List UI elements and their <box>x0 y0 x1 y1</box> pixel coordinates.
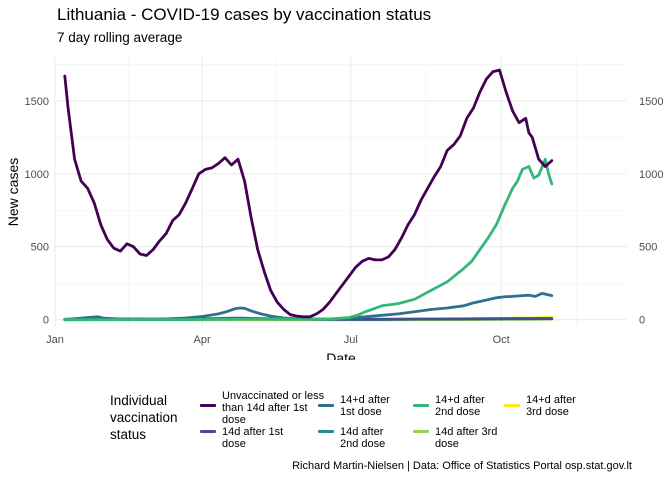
legend-label: 14+d after 1st dose <box>340 394 390 418</box>
y-tick-label: 1000 <box>25 169 49 181</box>
legend-key <box>200 404 216 407</box>
legend-key <box>318 404 334 407</box>
series-line <box>63 157 554 322</box>
chart-subtitle: 7 day rolling average <box>57 30 183 45</box>
legend-label: 14d after 1st dose <box>222 426 284 450</box>
x-tick-label: Oct <box>493 334 510 346</box>
y-tick-label-right: 0 <box>639 315 645 327</box>
x-tick-label: Jan <box>46 334 64 346</box>
line-chart: 0 0 500 500 1000 1000 1500 1500 Jan Apr Jul Oct Date… <box>5 57 663 360</box>
y-tick-label: 0 <box>43 315 49 327</box>
x-axis-label: Date <box>326 350 356 360</box>
legend-title: Individual vaccination status <box>110 393 178 442</box>
legend-key <box>413 404 429 407</box>
legend-label: 14+d after 3rd dose <box>526 394 576 418</box>
x-tick-label: Jul <box>344 334 358 346</box>
chart-title: Lithuania - COVID-19 cases by vaccinatio… <box>57 5 432 24</box>
y-tick-label-right: 1500 <box>639 96 663 108</box>
legend-key <box>318 430 334 433</box>
legend-label: 14d after 3rd dose <box>435 426 498 450</box>
legend-label: Unvaccinated or less than 14d after 1st … <box>222 390 325 426</box>
y-tick-label: 1500 <box>25 96 49 108</box>
y-tick-label-right: 1000 <box>639 169 663 181</box>
x-tick-label: Apr <box>194 334 211 346</box>
legend-key <box>413 430 429 433</box>
y-axis-label: New cases <box>5 158 21 226</box>
legend-key <box>504 404 520 407</box>
legend-label: 14+d after 2nd dose <box>435 394 485 418</box>
legend-label: 14d after 2nd dose <box>340 426 386 450</box>
series-line <box>63 68 554 319</box>
y-tick-label-right: 500 <box>639 242 657 254</box>
y-tick-label: 500 <box>31 242 49 254</box>
chart-caption: Richard Martin-Nielsen | Data: Office of… <box>292 460 632 472</box>
legend-key <box>200 430 216 433</box>
